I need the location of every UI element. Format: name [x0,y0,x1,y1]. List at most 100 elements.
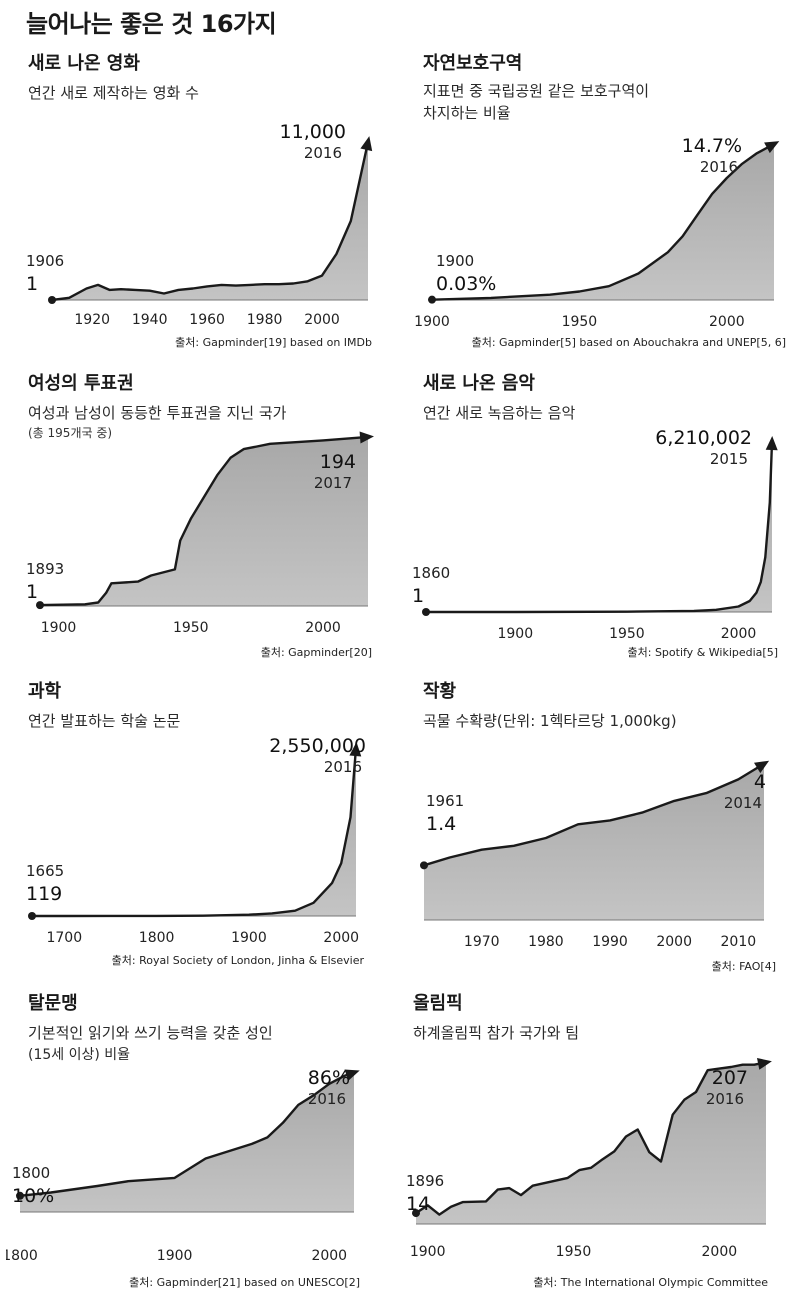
panel-protected-areas: 자연보호구역 지표면 중 국립공원 같은 보호구역이 차지하는 비율 [423,52,800,124]
area-fill [432,144,774,300]
end-year-label: 2016 [706,1090,744,1108]
x-tick-label: 1900 [157,1248,193,1264]
x-tick-label: 2000 [305,620,341,636]
x-tick-label: 2000 [721,626,757,642]
start-point [16,1191,24,1200]
chart-source: 출처: Gapminder[21] based on UNESCO[2] [129,1276,360,1289]
panel-science: 과학 연간 발표하는 학술 논문 [28,680,408,732]
start-year-label: 1961 [426,792,464,810]
chart-subtitle: 하계올림픽 참가 국가와 팀 [413,1024,580,1042]
panel-olympics: 올림픽 하계올림픽 참가 국가와 팀 [413,992,793,1044]
chart-source: 출처: Gapminder[19] based on IMDb [175,336,372,349]
chart-source: 출처: FAO[4] [711,960,776,973]
start-point [36,601,44,610]
x-tick-label: 1950 [562,314,598,330]
x-tick-label: 1800 [139,930,175,946]
end-arrow [765,436,778,451]
chart-title: 자연보호구역 [423,53,523,74]
chart-title: 탈문맹 [28,993,78,1014]
start-year-label: 1665 [26,862,64,880]
panel-new-music: 새로 나온 음악 연간 새로 녹음하는 음악 [423,372,800,424]
x-tick-label: 1800 [6,1248,38,1264]
start-value-label: 1.4 [426,813,456,835]
end-arrow [757,1058,772,1070]
x-tick-label: 1900 [41,620,77,636]
chart-source: 출처: Royal Society of London, Jinha & Els… [111,954,364,967]
start-value-label: 14 [406,1193,430,1215]
x-tick-label: 1920 [74,312,110,328]
chart-title: 올림픽 [413,993,463,1014]
end-year-label: 2015 [710,450,748,468]
start-point [412,1209,420,1218]
panel-movies: 새로 나온 영화 연간 새로 제작하는 영화 수 [28,52,408,104]
chart-source: 출처: Gapminder[5] based on Abouchakra and… [471,336,786,349]
series-line [39,435,369,607]
x-tick-label: 1950 [556,1244,592,1260]
start-year-label: 1800 [12,1164,50,1182]
chart-source: 출처: Spotify & Wikipedia[5] [627,646,779,659]
end-arrow [344,1069,360,1081]
x-tick-label: 2000 [702,1244,738,1260]
series-line [51,141,370,302]
end-year-label: 2016 [324,758,362,776]
chart-title: 새로 나온 영화 [28,53,140,74]
series-line [19,1071,355,1197]
start-point [428,295,436,304]
x-tick-label: 2000 [323,930,359,946]
start-point [422,608,430,616]
end-value-label: 86% [308,1067,350,1089]
end-arrow [359,431,374,444]
chart-subtitle: 곡물 수확량(단위: 1헥타르당 1,000kg) [423,712,677,730]
start-value-label: 1 [26,581,38,603]
series-line [426,441,774,614]
series-line [431,142,775,301]
chart-subtitle-line-2: 차지하는 비율 [423,104,511,122]
start-year-label: 1896 [406,1172,444,1190]
start-value-label: 119 [26,883,62,905]
x-tick-label: 1990 [592,934,628,950]
x-tick-label: 1940 [132,312,168,328]
area-fill [32,748,356,916]
chart-subtitle: 연간 새로 제작하는 영화 수 [28,84,199,102]
x-tick-label: 2000 [656,934,692,950]
page-title: 늘어나는 좋은 것 16가지 [26,10,277,38]
panel-crop-yield: 작황 곡물 수확량(단위: 1헥타르당 1,000kg) [423,680,800,732]
area-fill [40,436,368,606]
series-line [32,747,358,918]
area-fill [52,142,368,300]
chart-title: 작황 [423,681,457,702]
chart-source: 출처: Gapminder[20] [260,646,372,659]
chart-subtitle-line-1: 지표면 중 국립공원 같은 보호구역이 [423,82,650,100]
x-tick-label: 1980 [528,934,564,950]
start-value-label: 10% [12,1185,54,1207]
x-tick-label: 2000 [709,314,745,330]
end-year-label: 2016 [308,1090,346,1108]
end-value-label: 14.7% [682,135,742,157]
start-year-label: 1860 [412,564,450,582]
chart-source: 출처: The International Olympic Committee [533,1276,768,1289]
end-value-label: 6,210,002 [655,427,752,449]
start-value-label: 0.03% [436,273,496,295]
x-tick-label: 1900 [414,314,450,330]
end-value-label: 2,550,000 [269,735,366,757]
end-arrow [764,141,780,154]
x-tick-label: 1900 [231,930,267,946]
chart-literacy: 1800 1900 2000 1800 10% 86%2016 [6,1067,360,1264]
start-point [48,295,56,304]
end-value-label: 11,000 [280,121,346,143]
chart-title: 여성의 투표권 [28,373,134,394]
x-tick-label: 2010 [721,934,757,950]
chart-subtitle: 연간 새로 녹음하는 음악 [423,404,576,422]
chart-subtitle: 연간 발표하는 학술 논문 [28,712,181,730]
x-tick-label: 1950 [173,620,209,636]
end-arrow [360,136,373,152]
x-tick-label: 2000 [304,312,340,328]
end-year-label: 2016 [304,144,342,162]
x-tick-label: 1950 [609,626,645,642]
end-year-label: 2014 [724,794,762,812]
